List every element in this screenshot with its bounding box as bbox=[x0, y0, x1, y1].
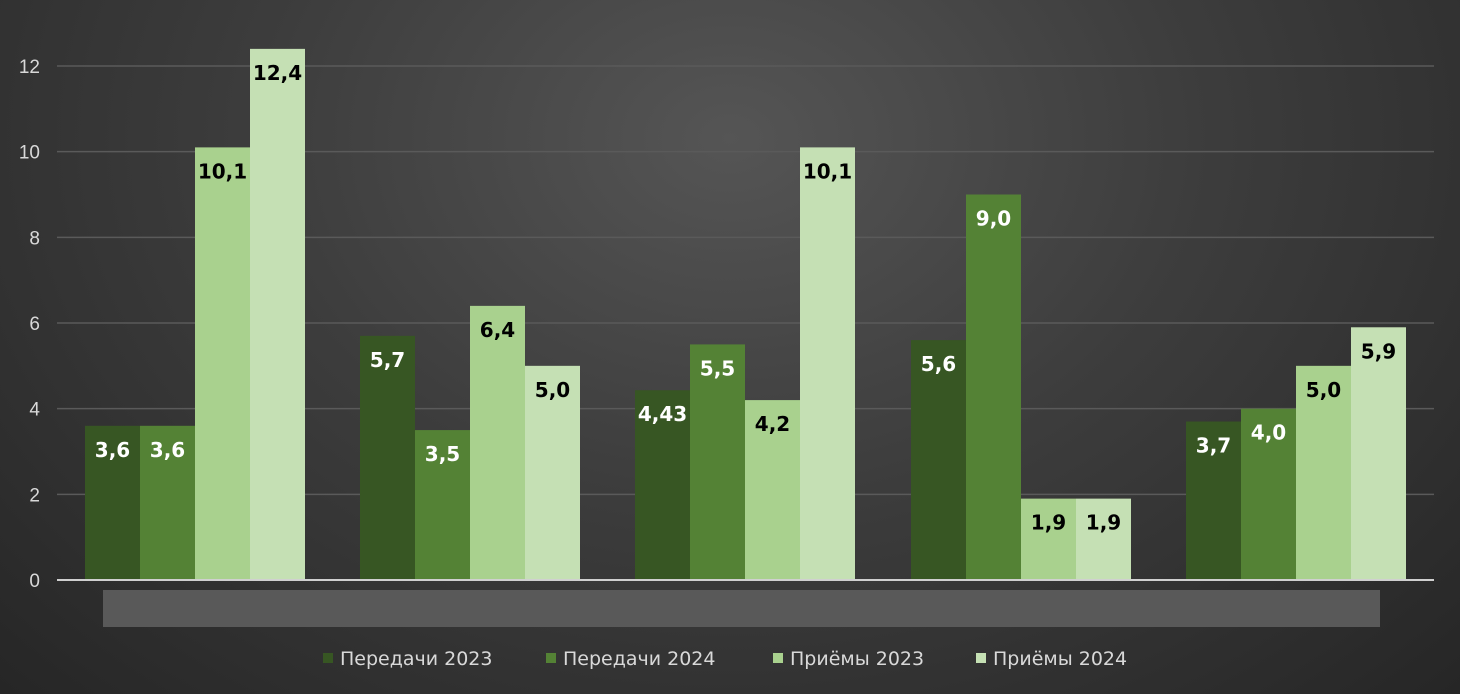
y-tick-label: 10 bbox=[19, 143, 40, 164]
bar-series0-cat2 bbox=[635, 390, 690, 580]
y-axis-ticks: 0 2 4 6 8 10 12 bbox=[19, 57, 41, 592]
legend-label-3: Приёмы 2024 bbox=[993, 648, 1127, 670]
bar-series3-cat4 bbox=[1351, 327, 1406, 580]
legend-label-2: Приёмы 2023 bbox=[790, 648, 924, 670]
bar-series0-cat0 bbox=[85, 425, 140, 580]
data-label-series2-cat3: 1,9 bbox=[1031, 511, 1066, 535]
bar-series2-cat3 bbox=[1021, 498, 1076, 580]
bar-series2-cat4 bbox=[1296, 365, 1351, 580]
bar-series2-cat2 bbox=[745, 400, 800, 580]
legend-label-1: Передачи 2024 bbox=[563, 648, 715, 670]
y-tick-label: 12 bbox=[19, 57, 40, 78]
bar-series1-cat2 bbox=[690, 344, 745, 580]
data-label-series3-cat1: 5,0 bbox=[535, 378, 570, 402]
data-label-series1-cat0: 3,6 bbox=[150, 438, 185, 462]
data-label-series1-cat2: 5,5 bbox=[700, 356, 735, 380]
y-tick-label: 6 bbox=[29, 314, 40, 335]
legend-swatch-1 bbox=[546, 653, 556, 663]
data-label-series1-cat4: 4,0 bbox=[1251, 421, 1286, 445]
bar-series0-cat4 bbox=[1186, 421, 1241, 580]
bar-series3-cat3 bbox=[1076, 498, 1131, 580]
bar-series1-cat3 bbox=[966, 194, 1021, 580]
data-label-series2-cat4: 5,0 bbox=[1306, 378, 1341, 402]
data-label-series0-cat1: 5,7 bbox=[370, 348, 405, 372]
bar-series0-cat3 bbox=[911, 340, 966, 580]
bar-series1-cat1 bbox=[415, 430, 470, 580]
data-label-series2-cat2: 4,2 bbox=[755, 412, 790, 436]
data-label-series2-cat0: 10,1 bbox=[198, 159, 247, 183]
legend-swatch-2 bbox=[773, 653, 783, 663]
legend-label-0: Передачи 2023 bbox=[340, 648, 492, 670]
data-label-series2-cat1: 6,4 bbox=[480, 318, 515, 342]
data-labels: 3,6 3,6 10,1 12,4 5,7 3,5 6,4 5,0 4,43 5,5 4,2 10,1… bbox=[95, 61, 1396, 535]
bar-series3-cat0 bbox=[250, 48, 305, 581]
bar-series2-cat1 bbox=[470, 305, 525, 580]
y-tick-label: 4 bbox=[29, 400, 40, 421]
bar-series2-cat0 bbox=[195, 147, 250, 580]
bars bbox=[85, 48, 1406, 581]
bar-series1-cat0 bbox=[140, 425, 195, 580]
legend: Передачи 2023 Передачи 2024 Приёмы 2023 При… bbox=[323, 648, 1127, 670]
data-label-series1-cat3: 9,0 bbox=[976, 207, 1011, 231]
category-axis-band bbox=[103, 590, 1380, 627]
y-tick-label: 0 bbox=[29, 571, 40, 592]
bar-series0-cat1 bbox=[360, 335, 415, 580]
y-tick-label: 8 bbox=[29, 228, 40, 249]
legend-swatch-3 bbox=[976, 653, 986, 663]
y-tick-label: 2 bbox=[29, 485, 40, 506]
bar-series3-cat1 bbox=[525, 365, 580, 580]
data-label-series0-cat4: 3,7 bbox=[1196, 434, 1231, 458]
data-label-series3-cat0: 12,4 bbox=[253, 61, 302, 85]
legend-swatch-0 bbox=[323, 653, 333, 663]
data-label-series1-cat1: 3,5 bbox=[425, 442, 460, 466]
data-label-series3-cat4: 5,9 bbox=[1361, 339, 1396, 363]
data-label-series0-cat3: 5,6 bbox=[921, 352, 956, 376]
data-label-series3-cat2: 10,1 bbox=[803, 159, 852, 183]
data-label-series0-cat2: 4,43 bbox=[638, 402, 687, 426]
data-label-series0-cat0: 3,6 bbox=[95, 438, 130, 462]
bar-series1-cat4 bbox=[1241, 408, 1296, 580]
bar-series3-cat2 bbox=[800, 147, 855, 580]
data-label-series3-cat3: 1,9 bbox=[1086, 511, 1121, 535]
